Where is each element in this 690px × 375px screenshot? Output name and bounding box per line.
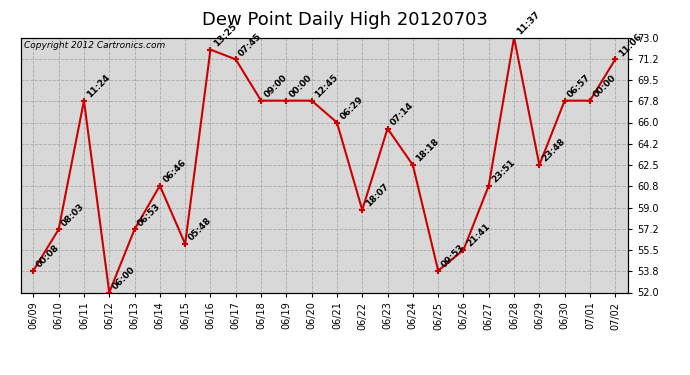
Text: 21:41: 21:41: [465, 222, 491, 249]
Text: 06:46: 06:46: [161, 158, 188, 184]
Text: 08:03: 08:03: [60, 201, 86, 228]
Text: 12:45: 12:45: [313, 72, 339, 99]
Text: 07:14: 07:14: [389, 100, 415, 127]
Text: Dew Point Daily High 20120703: Dew Point Daily High 20120703: [202, 11, 488, 29]
Text: 00:00: 00:00: [591, 73, 618, 99]
Text: 13:25: 13:25: [212, 22, 239, 48]
Text: 18:18: 18:18: [414, 137, 441, 164]
Text: 11:24: 11:24: [86, 72, 112, 99]
Text: 00:08: 00:08: [34, 243, 61, 269]
Text: Copyright 2012 Cartronics.com: Copyright 2012 Cartronics.com: [23, 41, 165, 50]
Text: 00:00: 00:00: [288, 73, 314, 99]
Text: 11:06: 11:06: [617, 32, 643, 58]
Text: 06:53: 06:53: [136, 201, 162, 228]
Text: 09:53: 09:53: [440, 243, 466, 269]
Text: 23:48: 23:48: [541, 137, 567, 164]
Text: 05:48: 05:48: [186, 216, 213, 243]
Text: 11:37: 11:37: [515, 9, 542, 36]
Text: 06:57: 06:57: [566, 73, 593, 99]
Text: 18:07: 18:07: [364, 182, 391, 209]
Text: 07:45: 07:45: [237, 31, 264, 58]
Text: 09:00: 09:00: [262, 73, 289, 99]
Text: 06:00: 06:00: [110, 265, 137, 291]
Text: 23:51: 23:51: [490, 158, 517, 184]
Text: 06:29: 06:29: [338, 94, 365, 121]
